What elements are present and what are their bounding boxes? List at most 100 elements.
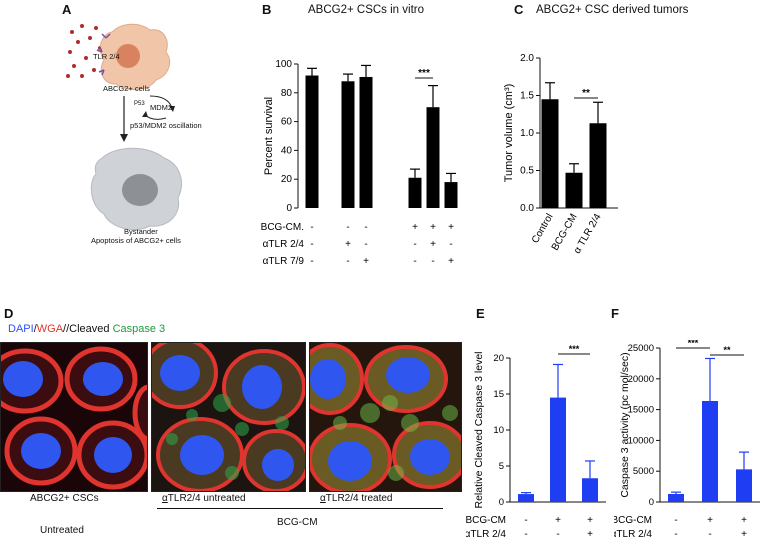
y-tick-label: 60 — [281, 117, 293, 128]
cell-nucleus-icon — [116, 44, 140, 68]
condition-label: αTLR 2/4 — [466, 529, 506, 540]
micrograph-atlr-treated — [309, 342, 462, 492]
y-tick-label: 100 — [275, 59, 292, 70]
significance-label: *** — [569, 344, 580, 354]
bar — [736, 469, 752, 502]
apoptosis-label: Apoptosis of ABCG2+ cells — [91, 236, 181, 245]
bar — [359, 76, 373, 209]
tlr-label: TLR 2/4 — [93, 52, 120, 61]
chart-e-svg: 0 5 10 15 20 Relative Cleaved Caspase 3 level… — [466, 344, 606, 540]
condition-mark: - — [310, 222, 313, 233]
y-tick-label: 20 — [493, 353, 504, 364]
panel-label-b: B — [262, 2, 272, 17]
condition-label: αTLR 7/9 — [263, 256, 305, 267]
condition-mark: - — [556, 529, 559, 540]
y-axis-label: Tumor volume (cm³) — [503, 84, 515, 183]
condition-mark: - — [449, 239, 452, 250]
condition-mark: - — [346, 256, 349, 267]
condition-mark: + — [741, 529, 747, 540]
bar — [582, 478, 598, 502]
condition-mark: - — [364, 239, 367, 250]
condition-mark: - — [674, 529, 677, 540]
stain-legend: DAPI/WGA//Cleaved Caspase 3 — [8, 323, 165, 335]
oscillation-label: p53/MDM2 oscillation — [130, 121, 202, 130]
chart-b-title: ABCG2+ CSCs in vitro — [308, 4, 424, 16]
bcg-particles-icon — [66, 24, 102, 78]
condition-mark: - — [413, 256, 416, 267]
condition-mark: - — [310, 256, 313, 267]
micrograph-atlr-treated-image — [310, 343, 461, 491]
panel-label-f: F — [611, 306, 619, 321]
bar — [550, 397, 566, 502]
y-axis-label: Percent survival — [263, 97, 275, 175]
y-tick-label: 10 — [493, 425, 504, 436]
y-tick-label: 20 — [281, 174, 293, 185]
chart-c-title: ABCG2+ CSC derived tumors — [536, 4, 689, 16]
condition-mark: - — [310, 239, 313, 250]
condition-label: αTLR 2/4 — [614, 529, 652, 540]
y-tick-label: 1.5 — [520, 91, 534, 102]
condition-mark: - — [674, 515, 677, 526]
bar — [426, 107, 440, 208]
cells-label: ABCG2+ cells — [103, 84, 150, 93]
receptor-icon — [96, 33, 111, 76]
caption-atlr-untreated-alpha: α — [162, 493, 168, 504]
y-tick-label: 15000 — [628, 405, 654, 416]
condition-label: BCG-CM — [614, 515, 652, 526]
y-tick-label: 0.5 — [520, 166, 534, 177]
y-tick-label: 5 — [499, 461, 504, 472]
bystander-label: Bystander — [124, 227, 158, 236]
bar — [589, 123, 607, 208]
condition-mark: + — [448, 256, 454, 267]
bar — [444, 182, 458, 208]
condition-mark: - — [524, 529, 527, 540]
condition-mark: - — [431, 256, 434, 267]
condition-mark: + — [587, 515, 593, 526]
bar — [702, 400, 718, 502]
condition-mark: + — [412, 222, 418, 233]
condition-mark: + — [430, 239, 436, 250]
significance-label: *** — [688, 340, 699, 348]
caption-untreated: Untreated — [40, 525, 84, 536]
arrow-down-icon — [120, 134, 128, 142]
caption-bcg-cm: BCG-CM — [277, 517, 318, 528]
caption-atlr-untreated-text: TLR2/4 untreated — [167, 493, 246, 504]
y-tick-label: 25000 — [628, 343, 654, 354]
category-label: Control — [530, 212, 556, 245]
y-axis-label: Relative Cleaved Caspase 3 level — [473, 351, 485, 508]
micrograph-atlr-untreated — [151, 342, 306, 492]
y-tick-label: 5000 — [633, 466, 654, 477]
y-tick-label: 80 — [281, 88, 293, 99]
condition-mark: - — [524, 515, 527, 526]
bar — [305, 75, 319, 208]
y-tick-label: 0.0 — [520, 203, 534, 214]
bar — [565, 172, 583, 208]
condition-label: BCG-CM. — [261, 222, 304, 233]
condition-label: BCG-CM — [466, 515, 506, 526]
condition-mark: - — [346, 222, 349, 233]
caption-atlr-treated-alpha: α — [320, 493, 326, 504]
y-axis-label: Caspase 3 activity (pc mol/sec) — [619, 352, 631, 497]
bar — [518, 494, 534, 502]
significance-label: ** — [582, 88, 590, 99]
bar — [668, 493, 684, 502]
group-bracket-line — [157, 508, 443, 509]
y-tick-label: 20000 — [628, 374, 654, 385]
significance-label: ** — [723, 345, 731, 355]
schematic-illustration — [66, 23, 182, 230]
y-tick-label: 10000 — [628, 435, 654, 446]
condition-mark: + — [555, 515, 561, 526]
condition-mark: + — [587, 529, 593, 540]
legend-slash-1: / — [33, 323, 37, 335]
condition-mark: - — [708, 529, 711, 540]
micrograph-atlr-untreated-image — [152, 343, 305, 491]
condition-label: αTLR 2/4 — [263, 239, 305, 250]
legend-caspase: Caspase 3 — [112, 323, 166, 335]
legend-dapi: DAPI — [8, 323, 34, 335]
legend-wga: WGA — [36, 323, 64, 335]
condition-mark: + — [741, 515, 747, 526]
caption-abcg2-cscs: ABCG2+ CSCs — [30, 493, 99, 504]
bar — [408, 177, 422, 208]
